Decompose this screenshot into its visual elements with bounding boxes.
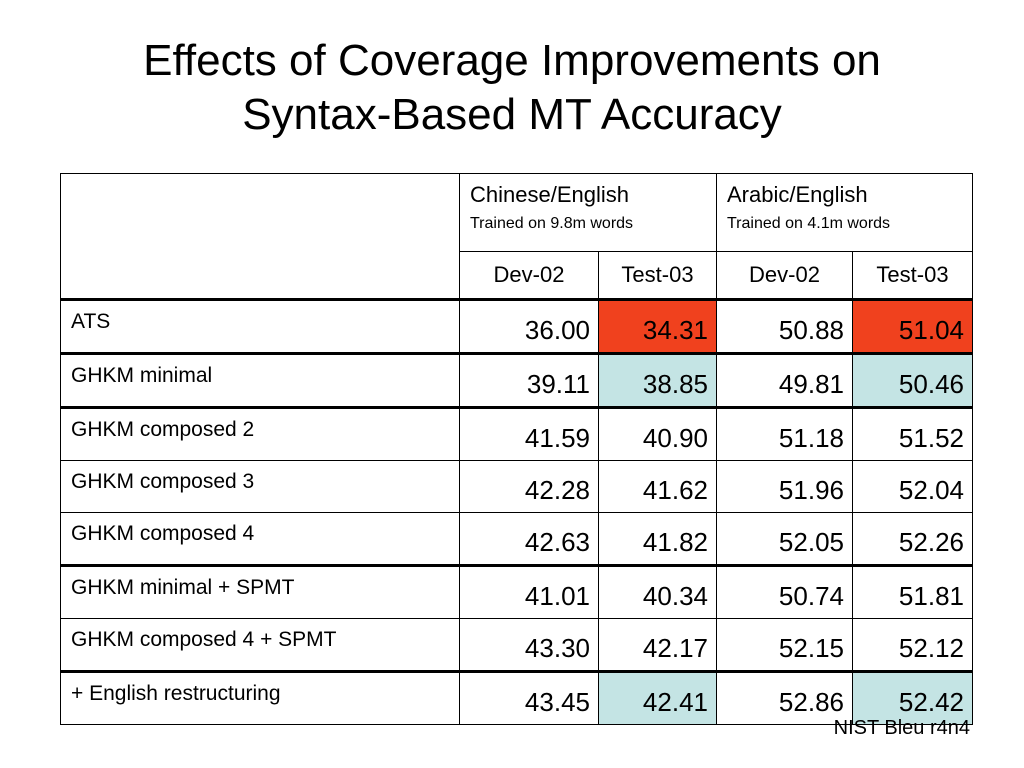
- score-cell: 52.15: [716, 618, 853, 673]
- group-header-row: Chinese/English Trained on 9.8m words Ar…: [60, 173, 973, 301]
- group-subtitle: Trained on 4.1m words: [727, 215, 891, 232]
- score-cell: 43.45: [459, 671, 599, 725]
- table-row: ATS 36.00 34.31 50.88 51.04: [60, 299, 973, 355]
- score-cell: 39.11: [459, 353, 599, 409]
- score-cell: 52.42: [852, 671, 973, 725]
- score-cell: 52.05: [716, 512, 853, 567]
- subcolumn-header: Test-03: [852, 251, 973, 301]
- score-cell: 51.52: [852, 407, 973, 461]
- row-label: GHKM composed 2: [60, 407, 460, 461]
- score-cell: 42.63: [459, 512, 599, 567]
- table-row: GHKM composed 4 + SPMT 43.30 42.17 52.15 52.…: [60, 618, 973, 673]
- table-row: GHKM minimal + SPMT 41.01 40.34 50.74 51.81: [60, 565, 973, 619]
- score-cell: 52.26: [852, 512, 973, 567]
- subcolumn-header-row: Dev-02 Test-03 Dev-02 Test-03: [61, 251, 973, 301]
- score-cell: 51.18: [716, 407, 853, 461]
- table-row: GHKM minimal 39.11 38.85 49.81 50.46: [60, 353, 973, 409]
- score-cell: 40.34: [598, 565, 717, 619]
- results-table: Chinese/English Trained on 9.8m words Ar…: [60, 173, 973, 725]
- score-cell: 50.46: [852, 353, 973, 409]
- score-cell: 38.85: [598, 353, 717, 409]
- table-row: GHKM composed 2 41.59 40.90 51.18 51.52: [60, 407, 973, 461]
- score-cell: 52.86: [716, 671, 853, 725]
- score-cell: 50.88: [716, 299, 853, 355]
- score-cell: 42.28: [459, 460, 599, 513]
- score-cell: 51.04: [852, 299, 973, 355]
- score-cell: 41.62: [598, 460, 717, 513]
- table-row: GHKM composed 4 42.63 41.82 52.05 52.26: [60, 512, 973, 567]
- row-label: GHKM composed 4: [60, 512, 460, 567]
- group-header-arabic: Arabic/English Trained on 4.1m words: [716, 173, 973, 252]
- score-cell: 52.04: [852, 460, 973, 513]
- footnote: NIST Bleu r4n4: [833, 717, 970, 739]
- group-subtitle: Trained on 9.8m words: [470, 215, 634, 232]
- score-cell: 51.96: [716, 460, 853, 513]
- score-cell: 43.30: [459, 618, 599, 673]
- table-row: + English restructuring 43.45 42.41 52.86 52…: [60, 671, 973, 725]
- slide-title: Effects of Coverage Improvements on Synt…: [0, 34, 1024, 142]
- row-label: GHKM minimal + SPMT: [60, 565, 460, 619]
- row-label: ATS: [60, 299, 460, 355]
- subcolumn-header: Dev-02: [716, 251, 853, 301]
- score-cell: 42.17: [598, 618, 717, 673]
- group-name: Arabic/English: [727, 182, 868, 207]
- corner-cell: [60, 173, 460, 301]
- score-cell: 34.31: [598, 299, 717, 355]
- score-cell: 40.90: [598, 407, 717, 461]
- score-cell: 50.74: [716, 565, 853, 619]
- score-cell: 51.81: [852, 565, 973, 619]
- group-header-chinese: Chinese/English Trained on 9.8m words: [459, 173, 717, 252]
- subcolumn-header: Test-03: [598, 251, 717, 301]
- score-cell: 41.82: [598, 512, 717, 567]
- row-label: GHKM composed 3: [60, 460, 460, 513]
- score-cell: 52.12: [852, 618, 973, 673]
- score-cell: 41.01: [459, 565, 599, 619]
- score-cell: 36.00: [459, 299, 599, 355]
- group-name: Chinese/English: [470, 182, 629, 207]
- subcolumn-header: Dev-02: [459, 251, 599, 301]
- score-cell: 49.81: [716, 353, 853, 409]
- score-cell: 42.41: [598, 671, 717, 725]
- score-cell: 41.59: [459, 407, 599, 461]
- row-label: GHKM minimal: [60, 353, 460, 409]
- table-row: GHKM composed 3 42.28 41.62 51.96 52.04: [60, 460, 973, 513]
- row-label: + English restructuring: [60, 671, 460, 725]
- slide-title-line-2: Syntax-Based MT Accuracy: [242, 90, 782, 139]
- slide-title-line-1: Effects of Coverage Improvements on: [143, 36, 881, 85]
- row-label: GHKM composed 4 + SPMT: [60, 618, 460, 673]
